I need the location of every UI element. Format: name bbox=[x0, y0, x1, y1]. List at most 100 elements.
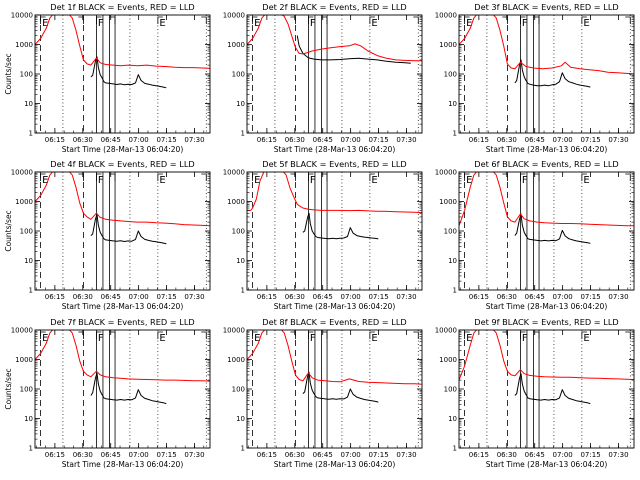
interval-marker-label: E bbox=[42, 175, 48, 186]
y-tick-label: 10 bbox=[24, 257, 33, 265]
interval-bracket bbox=[96, 331, 102, 339]
plot-frame bbox=[34, 14, 211, 134]
panel-title: Det 4f BLACK = Events, RED = LLD bbox=[50, 159, 194, 169]
interval-bracket bbox=[413, 173, 419, 181]
interval-marker-label: E bbox=[159, 333, 165, 344]
y-tick-label: 100 bbox=[232, 386, 245, 394]
interval-bracket bbox=[201, 16, 207, 24]
interval-bracket bbox=[322, 16, 328, 24]
x-tick-label: 06:30 bbox=[497, 451, 517, 459]
y-tick-label: 1000 bbox=[439, 41, 457, 49]
interval-bracket bbox=[502, 331, 508, 339]
interval-bracket bbox=[308, 173, 314, 181]
interval-marker-label: F bbox=[522, 18, 528, 29]
interval-bracket bbox=[78, 173, 84, 181]
x-tick-label: 06:15 bbox=[45, 293, 65, 301]
interval-bracket bbox=[464, 331, 470, 339]
panel-title: Det 8f BLACK = Events, RED = LLD bbox=[262, 317, 406, 327]
interval-marker-label: E bbox=[254, 18, 260, 29]
interval-bracket bbox=[110, 331, 116, 339]
lld-series-line bbox=[247, 15, 422, 62]
interval-bracket bbox=[96, 16, 102, 24]
panel-title: Det 3f BLACK = Events, RED = LLD bbox=[474, 2, 618, 12]
interval-bracket bbox=[581, 16, 587, 24]
y-tick-label: 10000 bbox=[435, 327, 457, 335]
y-tick-label: 1 bbox=[241, 287, 245, 295]
interval-marker-label: E bbox=[371, 18, 377, 29]
y-axis-label: Counts/sec bbox=[4, 53, 13, 94]
x-tick-label: 06:30 bbox=[285, 451, 305, 459]
x-axis-label: Start Time (28-Mar-13 06:04:20) bbox=[274, 145, 396, 154]
interval-bracket bbox=[520, 16, 526, 24]
y-tick-label: 1 bbox=[453, 130, 457, 138]
events-series-line bbox=[90, 214, 167, 245]
interval-bracket bbox=[252, 331, 258, 339]
interval-bracket bbox=[290, 16, 296, 24]
events-series-line bbox=[514, 213, 591, 244]
interval-bracket bbox=[520, 173, 526, 181]
events-series-line bbox=[296, 35, 411, 64]
x-tick-label: 06:15 bbox=[45, 451, 65, 459]
plot-frame bbox=[246, 14, 423, 134]
interval-bracket bbox=[534, 331, 540, 339]
y-tick-label: 1 bbox=[453, 287, 457, 295]
lld-series-line bbox=[459, 172, 634, 227]
y-tick-label: 100 bbox=[444, 386, 457, 394]
interval-marker-label: E bbox=[159, 18, 165, 29]
interval-bracket bbox=[308, 331, 314, 339]
interval-bracket bbox=[110, 16, 116, 24]
interval-bracket bbox=[78, 16, 84, 24]
y-tick-label: 100 bbox=[20, 71, 33, 79]
x-tick-label: 06:45 bbox=[525, 136, 545, 144]
interval-marker-label: E bbox=[466, 175, 472, 186]
interval-bracket bbox=[157, 173, 163, 181]
lld-series-line bbox=[247, 172, 422, 214]
y-tick-label: 10000 bbox=[223, 12, 245, 20]
y-tick-label: 1000 bbox=[15, 41, 33, 49]
interval-marker-label: F bbox=[310, 175, 316, 186]
plot-frame bbox=[34, 171, 211, 291]
x-tick-label: 07:30 bbox=[608, 293, 628, 301]
x-tick-label: 07:00 bbox=[341, 136, 361, 144]
x-tick-label: 07:30 bbox=[396, 451, 416, 459]
x-tick-label: 07:15 bbox=[156, 136, 176, 144]
y-tick-label: 10 bbox=[448, 100, 457, 108]
x-tick-label: 06:45 bbox=[101, 293, 121, 301]
x-tick-label: 07:00 bbox=[129, 136, 149, 144]
x-tick-label: 07:15 bbox=[368, 293, 388, 301]
events-series-line bbox=[90, 372, 167, 405]
interval-bracket bbox=[413, 16, 419, 24]
x-tick-label: 06:45 bbox=[525, 451, 545, 459]
y-tick-label: 10000 bbox=[11, 12, 33, 20]
x-tick-label: 07:00 bbox=[341, 451, 361, 459]
x-axis-label: Start Time (28-Mar-13 06:04:20) bbox=[274, 302, 396, 311]
panel-title: Det 2f BLACK = Events, RED = LLD bbox=[262, 2, 406, 12]
x-tick-label: 06:45 bbox=[101, 136, 121, 144]
interval-bracket bbox=[308, 16, 314, 24]
interval-bracket bbox=[464, 173, 470, 181]
x-tick-label: 06:30 bbox=[73, 293, 93, 301]
interval-marker-label: E bbox=[254, 175, 260, 186]
x-tick-label: 06:15 bbox=[469, 451, 489, 459]
interval-marker-label: F bbox=[310, 333, 316, 344]
x-tick-label: 07:15 bbox=[156, 293, 176, 301]
lld-series-line bbox=[459, 330, 634, 381]
x-axis-label: Start Time (28-Mar-13 06:04:20) bbox=[274, 460, 396, 469]
x-tick-label: 07:15 bbox=[368, 136, 388, 144]
x-tick-label: 06:30 bbox=[73, 136, 93, 144]
x-axis-label: Start Time (28-Mar-13 06:04:20) bbox=[486, 145, 608, 154]
interval-marker-label: F bbox=[98, 18, 104, 29]
y-tick-label: 1000 bbox=[227, 356, 245, 364]
interval-marker-label: E bbox=[371, 175, 377, 186]
interval-marker-label: E bbox=[583, 333, 589, 344]
interval-marker-label: F bbox=[310, 18, 316, 29]
y-tick-label: 100 bbox=[232, 228, 245, 236]
interval-bracket bbox=[252, 173, 258, 181]
x-tick-label: 06:30 bbox=[497, 293, 517, 301]
y-tick-label: 1000 bbox=[15, 356, 33, 364]
interval-bracket bbox=[369, 16, 375, 24]
interval-marker-label: E bbox=[583, 18, 589, 29]
